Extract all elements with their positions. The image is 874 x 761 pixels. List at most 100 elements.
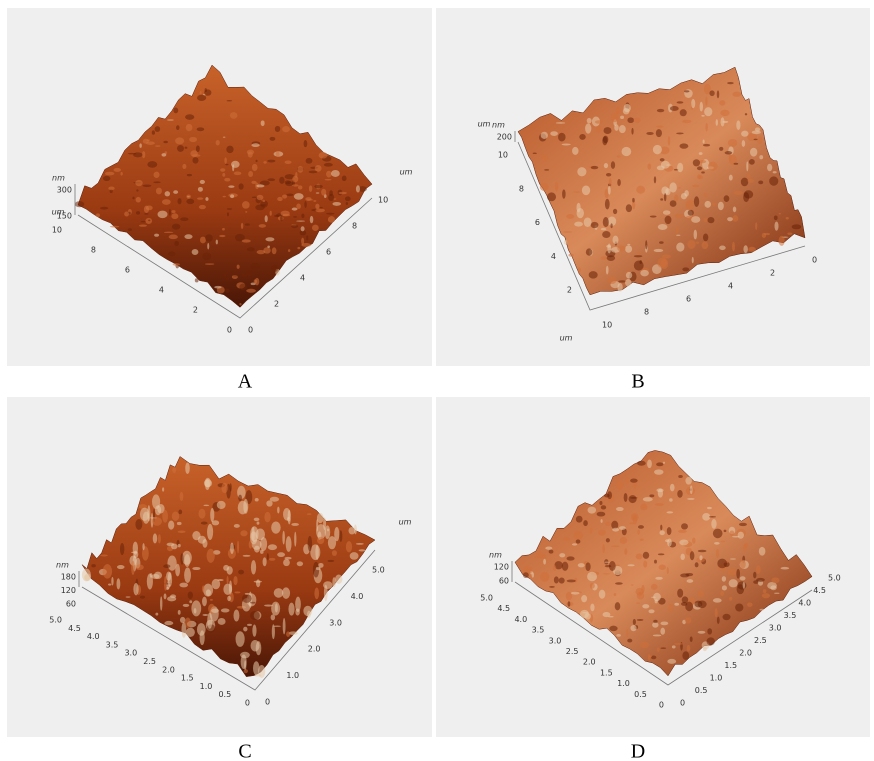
surface-texture bbox=[610, 161, 616, 169]
surface-texture bbox=[755, 222, 758, 230]
surface-texture bbox=[164, 620, 174, 626]
surface-texture bbox=[167, 555, 177, 571]
surface-texture bbox=[238, 183, 244, 190]
z-tick-label: 180 bbox=[61, 573, 76, 582]
surface-texture bbox=[145, 141, 155, 145]
surface-texture bbox=[715, 119, 719, 126]
surface-texture bbox=[703, 193, 708, 197]
surface-texture bbox=[186, 194, 191, 199]
surface-texture bbox=[185, 627, 195, 638]
surface-texture bbox=[282, 587, 291, 599]
surface-texture bbox=[787, 232, 793, 235]
surface-texture bbox=[143, 205, 150, 213]
surface-texture bbox=[654, 559, 657, 564]
surface-texture bbox=[285, 536, 292, 552]
surface-texture bbox=[585, 123, 592, 134]
right-ticks-label: 10 bbox=[602, 321, 612, 330]
surface-texture bbox=[181, 550, 192, 565]
surface-texture bbox=[277, 196, 283, 202]
surface-texture bbox=[659, 158, 665, 162]
surface-texture bbox=[736, 568, 741, 579]
surface-texture bbox=[175, 137, 185, 145]
surface-texture bbox=[608, 561, 616, 571]
surface-texture bbox=[166, 571, 172, 582]
surface-texture bbox=[135, 518, 143, 530]
surface-texture bbox=[224, 157, 227, 164]
z-tick-label: 60 bbox=[66, 600, 76, 609]
z-unit: nm bbox=[489, 551, 502, 560]
surface-texture bbox=[600, 505, 607, 510]
surface-texture bbox=[689, 551, 695, 561]
surface-texture bbox=[251, 143, 260, 148]
surface-texture bbox=[253, 661, 260, 676]
surface-texture bbox=[184, 146, 188, 149]
surface-texture bbox=[185, 462, 190, 474]
surface-texture bbox=[168, 251, 176, 257]
surface-texture bbox=[575, 515, 583, 523]
surface-texture bbox=[631, 127, 634, 135]
surface-texture bbox=[548, 549, 554, 554]
surface-texture bbox=[707, 628, 713, 635]
surface-texture bbox=[155, 612, 159, 616]
surface-texture bbox=[707, 217, 715, 224]
surface-texture bbox=[326, 212, 335, 215]
surface-texture bbox=[138, 224, 148, 227]
surface-texture bbox=[732, 215, 739, 222]
surface-texture bbox=[147, 505, 151, 522]
surface-texture bbox=[669, 483, 675, 492]
surface-texture bbox=[611, 545, 620, 548]
surface-texture bbox=[632, 199, 636, 210]
surface-texture bbox=[109, 225, 120, 228]
left-ticks-label: 1.0 bbox=[617, 679, 630, 688]
surface-texture bbox=[677, 162, 684, 173]
surface-texture bbox=[299, 230, 307, 236]
surface-texture bbox=[189, 136, 198, 143]
surface-texture bbox=[226, 99, 233, 102]
surface-texture bbox=[307, 535, 313, 552]
surface-texture bbox=[583, 520, 588, 527]
surface-texture bbox=[739, 559, 746, 569]
surface-texture bbox=[185, 123, 193, 132]
surface-texture bbox=[150, 513, 154, 528]
surface-texture bbox=[296, 220, 306, 222]
surface-texture bbox=[163, 564, 171, 568]
surface-texture bbox=[522, 572, 529, 579]
surface-texture bbox=[338, 191, 347, 195]
surface-texture bbox=[256, 521, 260, 525]
surface-texture bbox=[264, 215, 268, 223]
surface-texture bbox=[179, 616, 186, 623]
surface-texture bbox=[618, 125, 626, 134]
surface-texture bbox=[639, 641, 650, 649]
surface-texture bbox=[180, 553, 184, 565]
surface-texture bbox=[632, 618, 636, 626]
surface-texture bbox=[267, 178, 276, 182]
surface-texture bbox=[233, 575, 238, 586]
surface-texture bbox=[113, 167, 122, 172]
surface-texture bbox=[709, 90, 715, 97]
right-ticks-label: 3.0 bbox=[329, 618, 342, 627]
surface-texture bbox=[304, 201, 307, 208]
surface-texture bbox=[668, 603, 674, 612]
surface-texture bbox=[594, 120, 603, 124]
surface-texture bbox=[610, 112, 619, 123]
surface-texture bbox=[344, 196, 351, 202]
surface-texture bbox=[604, 493, 610, 498]
surface-texture bbox=[747, 178, 754, 183]
surface-texture bbox=[314, 184, 323, 189]
axis-unit: um bbox=[478, 120, 491, 129]
surface-texture bbox=[702, 143, 711, 147]
surface-texture bbox=[175, 563, 181, 577]
surface-texture bbox=[255, 641, 262, 656]
surface-texture bbox=[198, 508, 206, 519]
surface-texture bbox=[666, 567, 669, 575]
surface-texture bbox=[293, 193, 304, 200]
surface-texture bbox=[731, 535, 740, 538]
surface-texture bbox=[654, 469, 664, 475]
surface-texture bbox=[751, 130, 761, 135]
surface-texture bbox=[604, 198, 610, 210]
surface-texture bbox=[179, 491, 184, 501]
surface-texture bbox=[682, 119, 692, 124]
surface-texture bbox=[685, 199, 695, 211]
surface-texture bbox=[642, 604, 650, 609]
surface-texture bbox=[168, 520, 175, 530]
